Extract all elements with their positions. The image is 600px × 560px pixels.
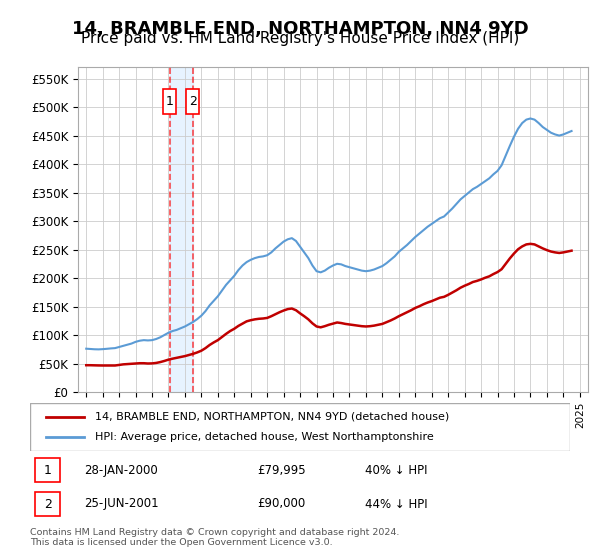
Text: HPI: Average price, detached house, West Northamptonshire: HPI: Average price, detached house, West… [95, 432, 434, 442]
Text: 25-JUN-2001: 25-JUN-2001 [84, 497, 158, 511]
Text: £90,000: £90,000 [257, 497, 305, 511]
FancyBboxPatch shape [163, 88, 176, 114]
Text: 14, BRAMBLE END, NORTHAMPTON, NN4 9YD (detached house): 14, BRAMBLE END, NORTHAMPTON, NN4 9YD (d… [95, 412, 449, 422]
Text: Contains HM Land Registry data © Crown copyright and database right 2024.
This d: Contains HM Land Registry data © Crown c… [30, 528, 400, 547]
Text: 1: 1 [44, 464, 52, 477]
Text: 44% ↓ HPI: 44% ↓ HPI [365, 497, 427, 511]
Text: Price paid vs. HM Land Registry's House Price Index (HPI): Price paid vs. HM Land Registry's House … [81, 31, 519, 46]
Text: 28-JAN-2000: 28-JAN-2000 [84, 464, 158, 477]
Text: 2: 2 [189, 95, 197, 108]
Text: 1: 1 [166, 95, 173, 108]
Bar [170, 67, 193, 392]
FancyBboxPatch shape [35, 492, 60, 516]
Text: 40% ↓ HPI: 40% ↓ HPI [365, 464, 427, 477]
FancyBboxPatch shape [186, 88, 199, 114]
FancyBboxPatch shape [30, 403, 570, 451]
Text: 2: 2 [44, 497, 52, 511]
FancyBboxPatch shape [35, 458, 60, 483]
Text: 14, BRAMBLE END, NORTHAMPTON, NN4 9YD: 14, BRAMBLE END, NORTHAMPTON, NN4 9YD [71, 20, 529, 38]
Text: £79,995: £79,995 [257, 464, 305, 477]
